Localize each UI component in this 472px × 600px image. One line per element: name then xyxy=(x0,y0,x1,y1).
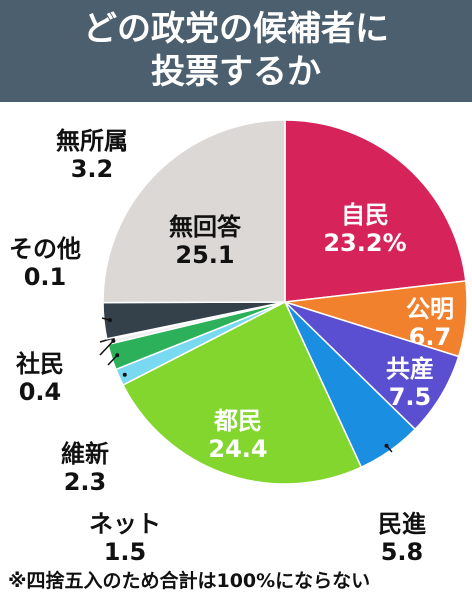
category-label: ネット xyxy=(89,510,161,538)
value-label: 1.5 xyxy=(104,538,147,566)
pie-slice xyxy=(284,119,467,303)
pie-slice xyxy=(122,300,363,485)
value-label: 0.1 xyxy=(24,263,67,291)
category-label: 社民 xyxy=(16,350,64,378)
category-label: 無回答 xyxy=(169,213,242,241)
value-label: 5.8 xyxy=(381,538,424,566)
chart-title: どの政党の候補者に投票するか xyxy=(83,9,389,92)
footnote: ※四捨五入のため合計は100%にならない xyxy=(8,570,371,592)
value-label: 3.2 xyxy=(71,155,114,183)
category-label: 公明 xyxy=(406,295,454,323)
leader-dot xyxy=(107,318,112,323)
category-label: 無所属 xyxy=(56,127,128,155)
pie-slice xyxy=(102,119,286,304)
value-label: 24.4 xyxy=(208,435,267,463)
value-label: 7.5 xyxy=(389,383,432,411)
leader-dot xyxy=(384,443,389,448)
category-label: 維新 xyxy=(61,440,109,468)
leader-line xyxy=(99,340,114,356)
value-label: 25.1 xyxy=(175,241,234,269)
leader-dot xyxy=(122,372,127,377)
category-label: 民進 xyxy=(378,510,426,538)
chart: 自民23.2%公明6.7共産7.5民進5.8都民24.4ネット1.5維新2.3社… xyxy=(9,119,468,566)
value-label: 2.3 xyxy=(64,468,107,496)
value-label: 23.2% xyxy=(323,229,406,257)
value-label: 0.4 xyxy=(19,378,62,406)
leader-dot xyxy=(115,353,120,358)
category-label: その他 xyxy=(9,235,81,263)
leader-line xyxy=(107,354,118,366)
category-label: 都民 xyxy=(213,407,262,435)
category-label: 自民 xyxy=(341,201,389,229)
category-label: 共産 xyxy=(386,355,434,383)
header: どの政党の候補者に投票するか xyxy=(0,0,472,102)
